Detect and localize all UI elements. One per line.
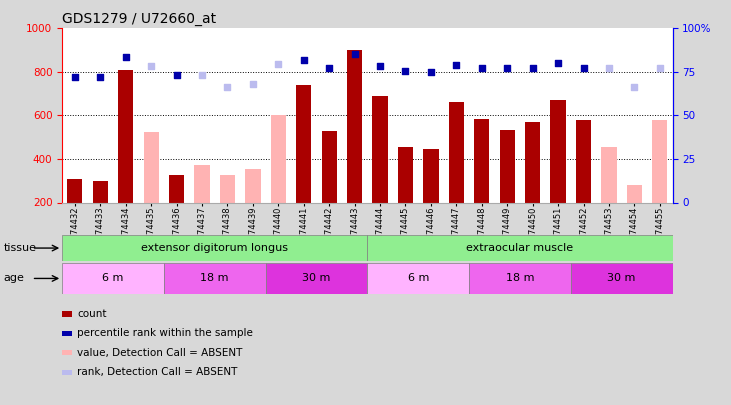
Bar [93,181,108,202]
Point [374,63,386,70]
Point [145,63,157,70]
Text: extensor digitorum longus: extensor digitorum longus [141,243,288,253]
Bar [220,175,235,202]
Text: 18 m: 18 m [506,273,534,283]
Bar [118,70,133,202]
Bar [652,120,667,202]
Text: 6 m: 6 m [407,273,429,283]
Point [577,64,589,71]
Point [171,72,183,79]
Bar [576,120,591,202]
Point [476,64,488,71]
Bar [62,235,367,261]
Text: 30 m: 30 m [303,273,330,283]
Point [425,68,436,75]
Point [221,84,233,90]
Bar [62,263,164,294]
Bar [367,235,673,261]
Bar [499,130,515,202]
Point [323,64,335,71]
Bar [571,263,673,294]
Point [69,74,80,81]
Point [349,51,360,58]
Text: extraocular muscle: extraocular muscle [466,243,574,253]
Bar [367,263,469,294]
Point [629,84,640,90]
Text: value, Detection Call = ABSENT: value, Detection Call = ABSENT [77,348,243,358]
Bar [322,131,337,202]
Bar [449,102,464,202]
Bar [469,263,571,294]
Bar [550,100,566,202]
Point [603,64,615,71]
Bar [296,85,311,202]
Bar [423,149,439,202]
Text: GDS1279 / U72660_at: GDS1279 / U72660_at [62,12,216,26]
Point [501,64,513,71]
Text: tissue: tissue [4,243,37,253]
Point [400,68,412,74]
Point [94,74,106,81]
Text: 6 m: 6 m [102,273,124,283]
Point [120,53,132,60]
Bar [525,122,540,202]
Bar [372,96,387,202]
Text: percentile rank within the sample: percentile rank within the sample [77,328,254,338]
Bar [67,179,83,202]
Bar [265,263,367,294]
Point [654,64,666,71]
Bar [398,147,413,202]
Text: 18 m: 18 m [200,273,229,283]
Text: rank, Detection Call = ABSENT: rank, Detection Call = ABSENT [77,367,238,377]
Bar [245,169,260,202]
Bar [143,132,159,202]
Text: age: age [4,273,25,283]
Point [247,81,259,87]
Bar [270,115,286,202]
Bar [347,50,363,202]
Point [196,72,208,79]
Text: count: count [77,309,107,319]
Bar [169,175,184,202]
Point [527,64,539,71]
Text: 30 m: 30 m [607,273,636,283]
Bar [474,119,490,202]
Bar [164,263,265,294]
Point [552,60,564,66]
Bar [602,147,616,202]
Point [298,57,310,63]
Point [273,61,284,68]
Bar [626,185,642,202]
Point [450,62,462,68]
Bar [194,166,210,202]
